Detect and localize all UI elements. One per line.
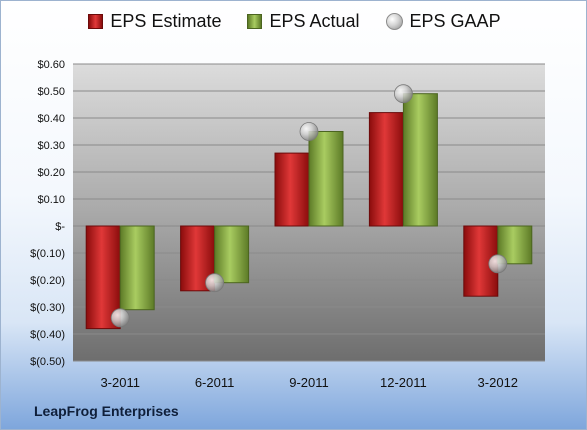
y-tick-label: $0.20 xyxy=(37,167,65,179)
y-tick-label: $0.10 xyxy=(37,194,65,206)
y-tick-label: $0.40 xyxy=(37,113,65,125)
gaap-marker xyxy=(110,308,130,328)
y-tick-label: $0.30 xyxy=(37,140,65,152)
y-tick-label: $- xyxy=(55,221,65,233)
legend-swatch-gaap xyxy=(385,13,403,30)
bars xyxy=(85,93,533,330)
legend-item-estimate: EPS Estimate xyxy=(88,11,221,32)
y-tick-label: $(0.30) xyxy=(30,302,65,314)
legend-label-estimate: EPS Estimate xyxy=(110,11,222,31)
y-tick-label: $(0.50) xyxy=(30,356,65,368)
y-axis-tick-labels: $0.60 $0.50 $0.40 $0.30 $0.20 $0.10 $- $(0.10) $… xyxy=(30,59,65,368)
gaap-marker xyxy=(205,273,225,293)
legend-label-gaap: EPS GAAP xyxy=(409,11,501,31)
bar-actual xyxy=(402,93,438,227)
bar-actual xyxy=(119,225,155,311)
legend-swatch-estimate xyxy=(88,14,104,29)
company-name: LeapFrog Enterprises xyxy=(34,403,179,419)
y-tick-label: $0.50 xyxy=(37,86,65,98)
gaap-marker xyxy=(393,84,413,104)
x-tick-label: 12-2011 xyxy=(380,375,427,390)
bar-estimate xyxy=(368,112,404,227)
legend-item-actual: EPS Actual xyxy=(247,11,360,32)
x-axis-tick-labels: 3-2011 6-2011 9-2011 12-2011 3-2012 xyxy=(100,375,518,390)
y-tick-label: $0.60 xyxy=(37,59,65,71)
y-tick-label: $(0.10) xyxy=(30,248,65,260)
x-tick-label: 3-2011 xyxy=(100,375,140,390)
legend-swatch-actual xyxy=(247,14,263,29)
legend-item-gaap: EPS GAAP xyxy=(385,11,501,32)
gaap-markers xyxy=(110,84,508,328)
bar-actual xyxy=(308,131,344,227)
gaap-marker xyxy=(488,254,508,274)
legend: EPS Estimate EPS Actual EPS GAAP xyxy=(1,11,586,32)
gaap-marker xyxy=(299,122,319,141)
y-tick-label: $(0.40) xyxy=(30,329,65,341)
bar-actual xyxy=(214,225,250,284)
bar-estimate xyxy=(274,152,310,227)
x-tick-label: 9-2011 xyxy=(289,375,329,390)
legend-label-actual: EPS Actual xyxy=(269,11,360,31)
x-tick-label: 6-2011 xyxy=(195,375,235,390)
x-tick-label: 3-2012 xyxy=(478,375,518,390)
y-tick-label: $(0.20) xyxy=(30,275,65,287)
